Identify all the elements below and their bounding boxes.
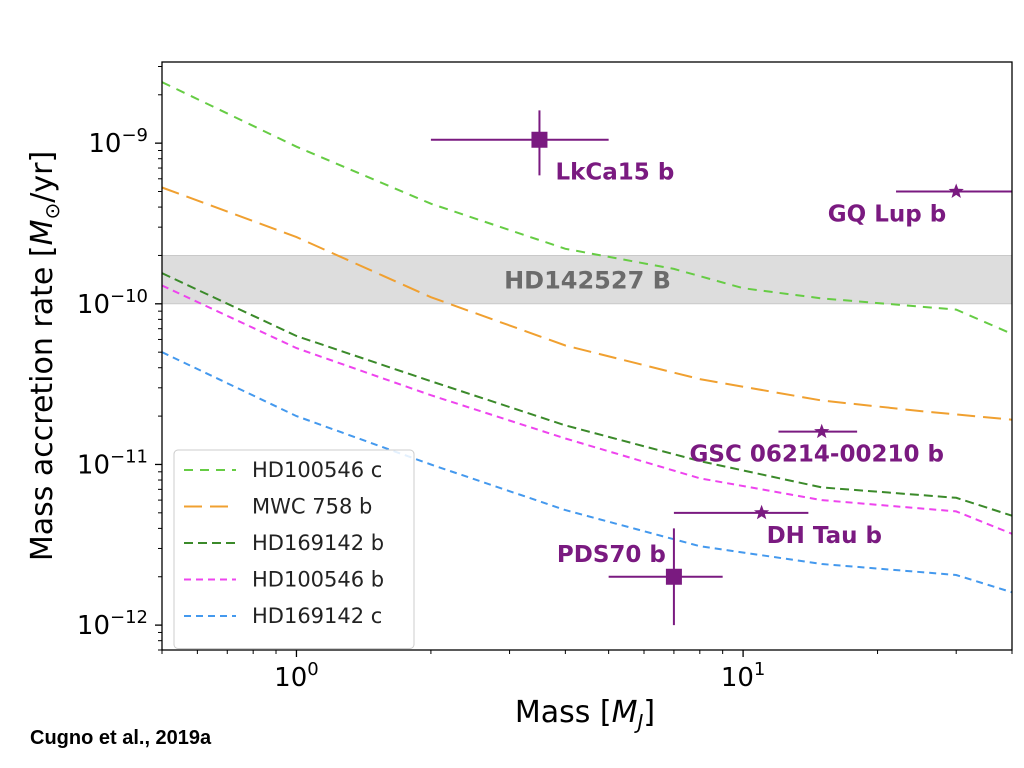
highlight-band: HD142527 B — [162, 254, 1012, 305]
legend-label-2: HD169142 b — [252, 531, 384, 555]
object-label-1: GQ Lup b — [828, 202, 946, 228]
series-line-4 — [162, 351, 1012, 594]
marker-star — [814, 423, 830, 439]
y-axis-label: Mass accretion rate [M⊙/yr] — [25, 151, 64, 561]
series-lines — [162, 81, 1012, 594]
marker-square — [531, 131, 548, 148]
x-tick-label-1: 101 — [721, 659, 766, 693]
legend-label-0: HD100546 c — [252, 458, 382, 482]
marker-star — [754, 504, 770, 520]
series-line-0 — [162, 81, 1012, 335]
axis-ticks: 100 101 10−9 10−10 10−11 10−12 — [77, 66, 1013, 693]
series-line-3 — [162, 284, 1012, 535]
y-tick-label-0: 10−9 — [88, 125, 148, 159]
plot-frame — [161, 61, 1013, 651]
marker-square — [665, 568, 682, 585]
legend: HD100546 c MWC 758 b HD169142 b HD100546 b H… — [173, 449, 415, 649]
legend-box — [173, 449, 415, 649]
x-tick-label-0: 100 — [274, 659, 319, 693]
object-label-0: LkCa15 b — [555, 160, 674, 186]
marker-star — [948, 183, 964, 198]
object-label-3: DH Tau b — [767, 523, 882, 549]
credit-label: Cugno et al., 2019a — [30, 727, 212, 749]
y-tick-label-3: 10−12 — [77, 607, 148, 641]
legend-label-3: HD100546 b — [252, 568, 384, 592]
series-line-2 — [162, 272, 1012, 517]
series-line-1 — [162, 186, 1012, 421]
object-label-2: GSC 06214-00210 b — [690, 442, 944, 468]
legend-label-1: MWC 758 b — [252, 495, 372, 519]
y-tick-label-2: 10−11 — [77, 446, 148, 480]
y-tick-label-1: 10−10 — [77, 286, 148, 320]
object-markers: LkCa15 b GQ Lup b GSC 06214-00210 b DH Tau … — [430, 110, 1012, 626]
band-label: HD142527 B — [504, 267, 671, 295]
object-label-4: PDS70 b — [557, 542, 666, 568]
band-rect — [162, 255, 1012, 304]
legend-label-4: HD169142 c — [252, 604, 382, 628]
x-axis-label: Mass [MJ] — [515, 695, 655, 734]
